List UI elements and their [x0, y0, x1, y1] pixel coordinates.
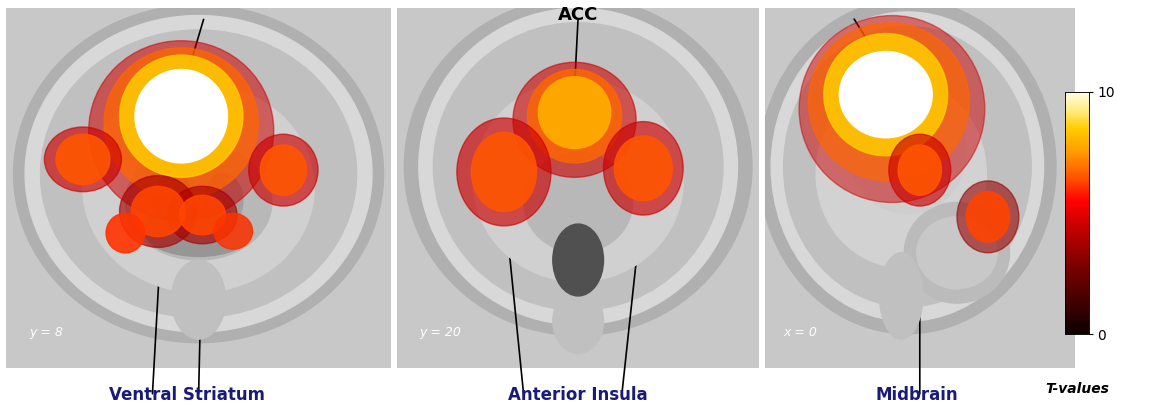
Ellipse shape: [119, 55, 243, 177]
Ellipse shape: [145, 206, 252, 256]
Ellipse shape: [41, 30, 356, 318]
Ellipse shape: [125, 145, 272, 260]
Text: Anterior Insula: Anterior Insula: [508, 386, 648, 404]
Ellipse shape: [473, 80, 683, 282]
Ellipse shape: [917, 217, 997, 289]
Ellipse shape: [604, 122, 683, 215]
Ellipse shape: [889, 134, 951, 206]
Text: T-values: T-values: [1045, 382, 1108, 396]
Ellipse shape: [89, 41, 273, 220]
Ellipse shape: [457, 118, 551, 226]
Ellipse shape: [840, 51, 932, 138]
Ellipse shape: [472, 133, 536, 212]
Ellipse shape: [904, 202, 1009, 303]
Ellipse shape: [154, 174, 193, 228]
Ellipse shape: [808, 23, 969, 181]
Ellipse shape: [260, 145, 306, 195]
Ellipse shape: [880, 253, 923, 339]
Ellipse shape: [106, 213, 145, 253]
Ellipse shape: [513, 62, 637, 177]
Ellipse shape: [214, 213, 252, 249]
Ellipse shape: [523, 152, 633, 253]
Ellipse shape: [849, 91, 966, 213]
Ellipse shape: [759, 0, 1056, 334]
Ellipse shape: [823, 33, 947, 156]
Ellipse shape: [44, 127, 121, 192]
Ellipse shape: [135, 69, 228, 163]
Ellipse shape: [104, 48, 258, 199]
Ellipse shape: [784, 26, 1031, 307]
Ellipse shape: [816, 80, 986, 267]
Ellipse shape: [614, 136, 673, 201]
Ellipse shape: [957, 181, 1018, 253]
Text: Midbrain: Midbrain: [876, 386, 958, 404]
Ellipse shape: [25, 15, 371, 332]
Text: y = 20: y = 20: [419, 326, 460, 339]
Ellipse shape: [552, 289, 604, 354]
Ellipse shape: [14, 5, 383, 343]
Ellipse shape: [119, 176, 196, 247]
Text: x = 0: x = 0: [784, 326, 818, 339]
Ellipse shape: [249, 134, 318, 206]
Ellipse shape: [180, 195, 225, 235]
Ellipse shape: [404, 0, 752, 336]
Ellipse shape: [204, 174, 243, 228]
Ellipse shape: [799, 15, 985, 202]
Ellipse shape: [528, 69, 621, 163]
Ellipse shape: [419, 8, 737, 325]
Text: y = 8: y = 8: [29, 326, 63, 339]
Ellipse shape: [538, 76, 611, 148]
Ellipse shape: [131, 186, 185, 237]
Ellipse shape: [552, 224, 604, 296]
Ellipse shape: [966, 192, 1009, 242]
Text: Ventral Striatum: Ventral Striatum: [109, 386, 265, 404]
Ellipse shape: [433, 23, 723, 310]
Ellipse shape: [83, 84, 314, 292]
Text: ACC: ACC: [558, 6, 598, 24]
Ellipse shape: [172, 260, 225, 339]
Ellipse shape: [56, 134, 110, 184]
Ellipse shape: [168, 186, 237, 244]
Ellipse shape: [898, 145, 941, 195]
Ellipse shape: [771, 12, 1043, 321]
